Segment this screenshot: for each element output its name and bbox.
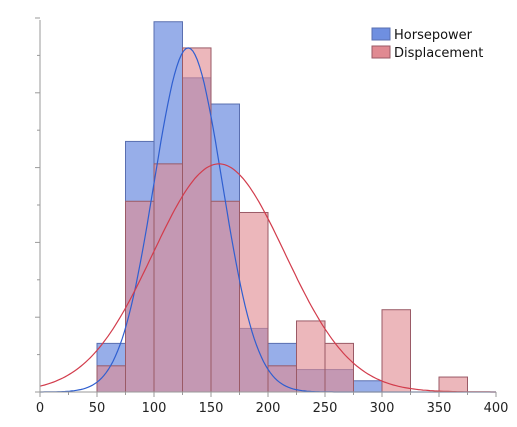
bar-displacement-350 [438, 376, 468, 393]
legend-swatch-displacement [371, 45, 391, 59]
bar-displacement-75 [125, 200, 155, 393]
legend-label-displacement: Displacement [394, 46, 483, 61]
x-tick-label: 50 [89, 401, 106, 416]
bar-displacement-300 [381, 309, 411, 393]
x-tick-label: 0 [36, 401, 44, 416]
x-tick-label: 400 [484, 401, 509, 416]
bar-displacement-225 [296, 320, 326, 393]
legend-swatch-horsepower [371, 27, 391, 41]
x-tick-label: 150 [199, 401, 224, 416]
bar-displacement-250 [324, 342, 354, 393]
legend-label-horsepower: Horsepower [394, 28, 473, 43]
bar-displacement-125 [182, 47, 212, 393]
x-tick-label: 200 [256, 401, 281, 416]
legend: Horsepower Displacement [371, 27, 483, 61]
x-tick-label: 300 [370, 401, 395, 416]
x-tick-label: 350 [427, 401, 452, 416]
fit-curve-displacement [39, 163, 496, 393]
x-tick-label: 100 [142, 401, 167, 416]
bars-layer [96, 21, 468, 393]
axes-layer: 0 50 100 150 200 250 300 350 400 [35, 17, 509, 416]
x-tick-label: 250 [313, 401, 338, 416]
bar-horsepower-275 [353, 380, 383, 393]
bar-displacement-100 [153, 163, 183, 393]
bar-displacement-150 [210, 200, 240, 393]
